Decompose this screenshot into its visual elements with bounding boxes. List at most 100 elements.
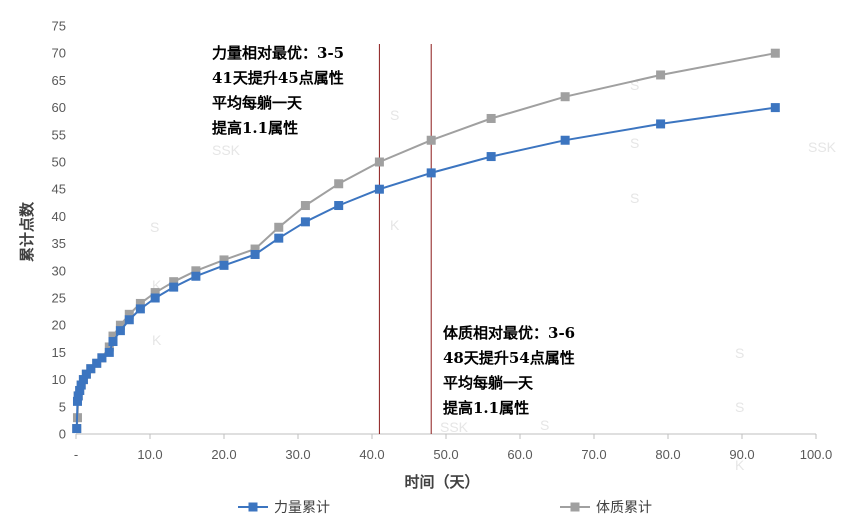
y-tick-label: 15 xyxy=(52,345,66,360)
x-tick-label: 100.0 xyxy=(800,447,833,462)
data-point xyxy=(135,298,145,308)
data-point xyxy=(300,217,310,227)
annotation-line: 体质相对最优：3-6 xyxy=(443,324,575,342)
legend: 力量累计 体质累计 xyxy=(238,500,652,516)
watermark-text: S xyxy=(630,190,639,206)
annotation-line: 41天提升45点属性 xyxy=(212,69,344,87)
legend-swatch-marker xyxy=(248,502,258,512)
y-tick-label: 0 xyxy=(59,427,66,442)
data-point xyxy=(770,103,780,113)
data-point xyxy=(150,288,160,298)
data-point xyxy=(426,168,436,178)
data-point xyxy=(108,331,118,341)
data-point xyxy=(334,179,344,189)
watermark-text: K xyxy=(390,217,400,233)
watermark-text: K xyxy=(152,277,162,293)
x-tick-label: 10.0 xyxy=(137,447,162,462)
data-point xyxy=(73,391,83,401)
watermark-text: K xyxy=(735,457,745,473)
data-point xyxy=(97,353,107,363)
data-point xyxy=(108,337,118,347)
y-tick-label: 70 xyxy=(52,46,66,61)
data-point xyxy=(656,70,666,80)
data-point xyxy=(486,113,496,123)
y-tick-label: 35 xyxy=(52,236,66,251)
series-line xyxy=(75,106,776,429)
x-tick-label: 90.0 xyxy=(729,447,754,462)
data-point xyxy=(770,48,780,58)
data-point xyxy=(81,369,91,379)
annotation-line: 力量相对最优：3-5 xyxy=(212,44,344,62)
watermark-text: S xyxy=(735,345,744,361)
data-point xyxy=(92,358,102,368)
data-point xyxy=(169,282,179,292)
data-point xyxy=(334,201,344,211)
reference-lines xyxy=(378,44,432,434)
data-point xyxy=(374,184,384,194)
x-axis-title: 时间（天） xyxy=(404,473,479,491)
data-point xyxy=(191,271,201,281)
x-tick-label: 30.0 xyxy=(285,447,310,462)
watermark-text: S xyxy=(735,399,744,415)
annotation-line: 提高1.1属性 xyxy=(443,399,529,417)
y-tick-label: 65 xyxy=(52,73,66,88)
x-tick-label: 50.0 xyxy=(433,447,458,462)
data-point xyxy=(104,347,114,357)
watermark-text: S xyxy=(390,107,399,123)
data-point xyxy=(150,293,160,303)
data-point xyxy=(374,157,384,167)
y-tick-label: 45 xyxy=(52,182,66,197)
annotation-line: 48天提升54点属性 xyxy=(443,349,575,367)
y-axis-title: 累计点数 xyxy=(18,201,36,262)
y-tick-label: 50 xyxy=(52,155,66,170)
data-point xyxy=(426,135,436,145)
annotation-layer: 力量相对最优：3-541天提升45点属性平均每躺一天提高1.1属性体质相对最优：… xyxy=(212,44,575,417)
data-point xyxy=(274,222,284,232)
series-line xyxy=(75,52,776,429)
data-point xyxy=(191,266,201,276)
x-tick-label: 80.0 xyxy=(655,447,680,462)
data-point xyxy=(300,201,310,211)
annotation-line: 平均每躺一天 xyxy=(212,94,303,112)
data-point xyxy=(250,244,260,254)
data-point xyxy=(86,364,96,374)
x-tick-label: 20.0 xyxy=(211,447,236,462)
series-layer xyxy=(72,48,780,434)
data-point xyxy=(135,304,145,314)
data-point xyxy=(250,249,260,259)
y-tick-label: 60 xyxy=(52,100,66,115)
watermark-text: S xyxy=(150,219,159,235)
data-point xyxy=(219,255,229,265)
data-point xyxy=(78,375,88,385)
data-point xyxy=(115,320,125,330)
data-point xyxy=(656,119,666,129)
watermark-text: SSK xyxy=(212,142,241,158)
watermark-text: S xyxy=(540,417,549,433)
y-tick-label: 25 xyxy=(52,291,66,306)
y-tick-label: 5 xyxy=(59,399,66,414)
x-tick-label: 70.0 xyxy=(581,447,606,462)
y-tick-label: 40 xyxy=(52,209,66,224)
x-tick-label: - xyxy=(74,447,78,462)
watermark-text: K xyxy=(152,332,162,348)
data-point xyxy=(76,380,86,390)
data-point xyxy=(274,233,284,243)
axes-layer: 0 5 10 15 20 25 30 35 40 45 50 55 60 65 70 75 - 10.0 20.0 3… xyxy=(52,19,833,463)
annotation-line: 提高1.1属性 xyxy=(212,119,298,137)
data-point xyxy=(72,396,82,406)
watermark-text: SSK xyxy=(808,139,837,155)
legend-label: 体质累计 xyxy=(596,500,652,516)
annotation-line: 平均每躺一天 xyxy=(443,374,534,392)
data-point xyxy=(72,424,82,434)
watermark-text: SSK xyxy=(440,419,469,435)
y-tick-label: 10 xyxy=(52,372,66,387)
y-tick-label: 55 xyxy=(52,127,66,142)
data-point xyxy=(486,152,496,162)
data-point xyxy=(560,135,570,145)
data-point xyxy=(124,309,134,319)
legend-swatch-marker xyxy=(570,502,580,512)
y-tick-label: 30 xyxy=(52,263,66,278)
data-point xyxy=(124,315,134,325)
legend-label: 力量累计 xyxy=(274,500,330,516)
